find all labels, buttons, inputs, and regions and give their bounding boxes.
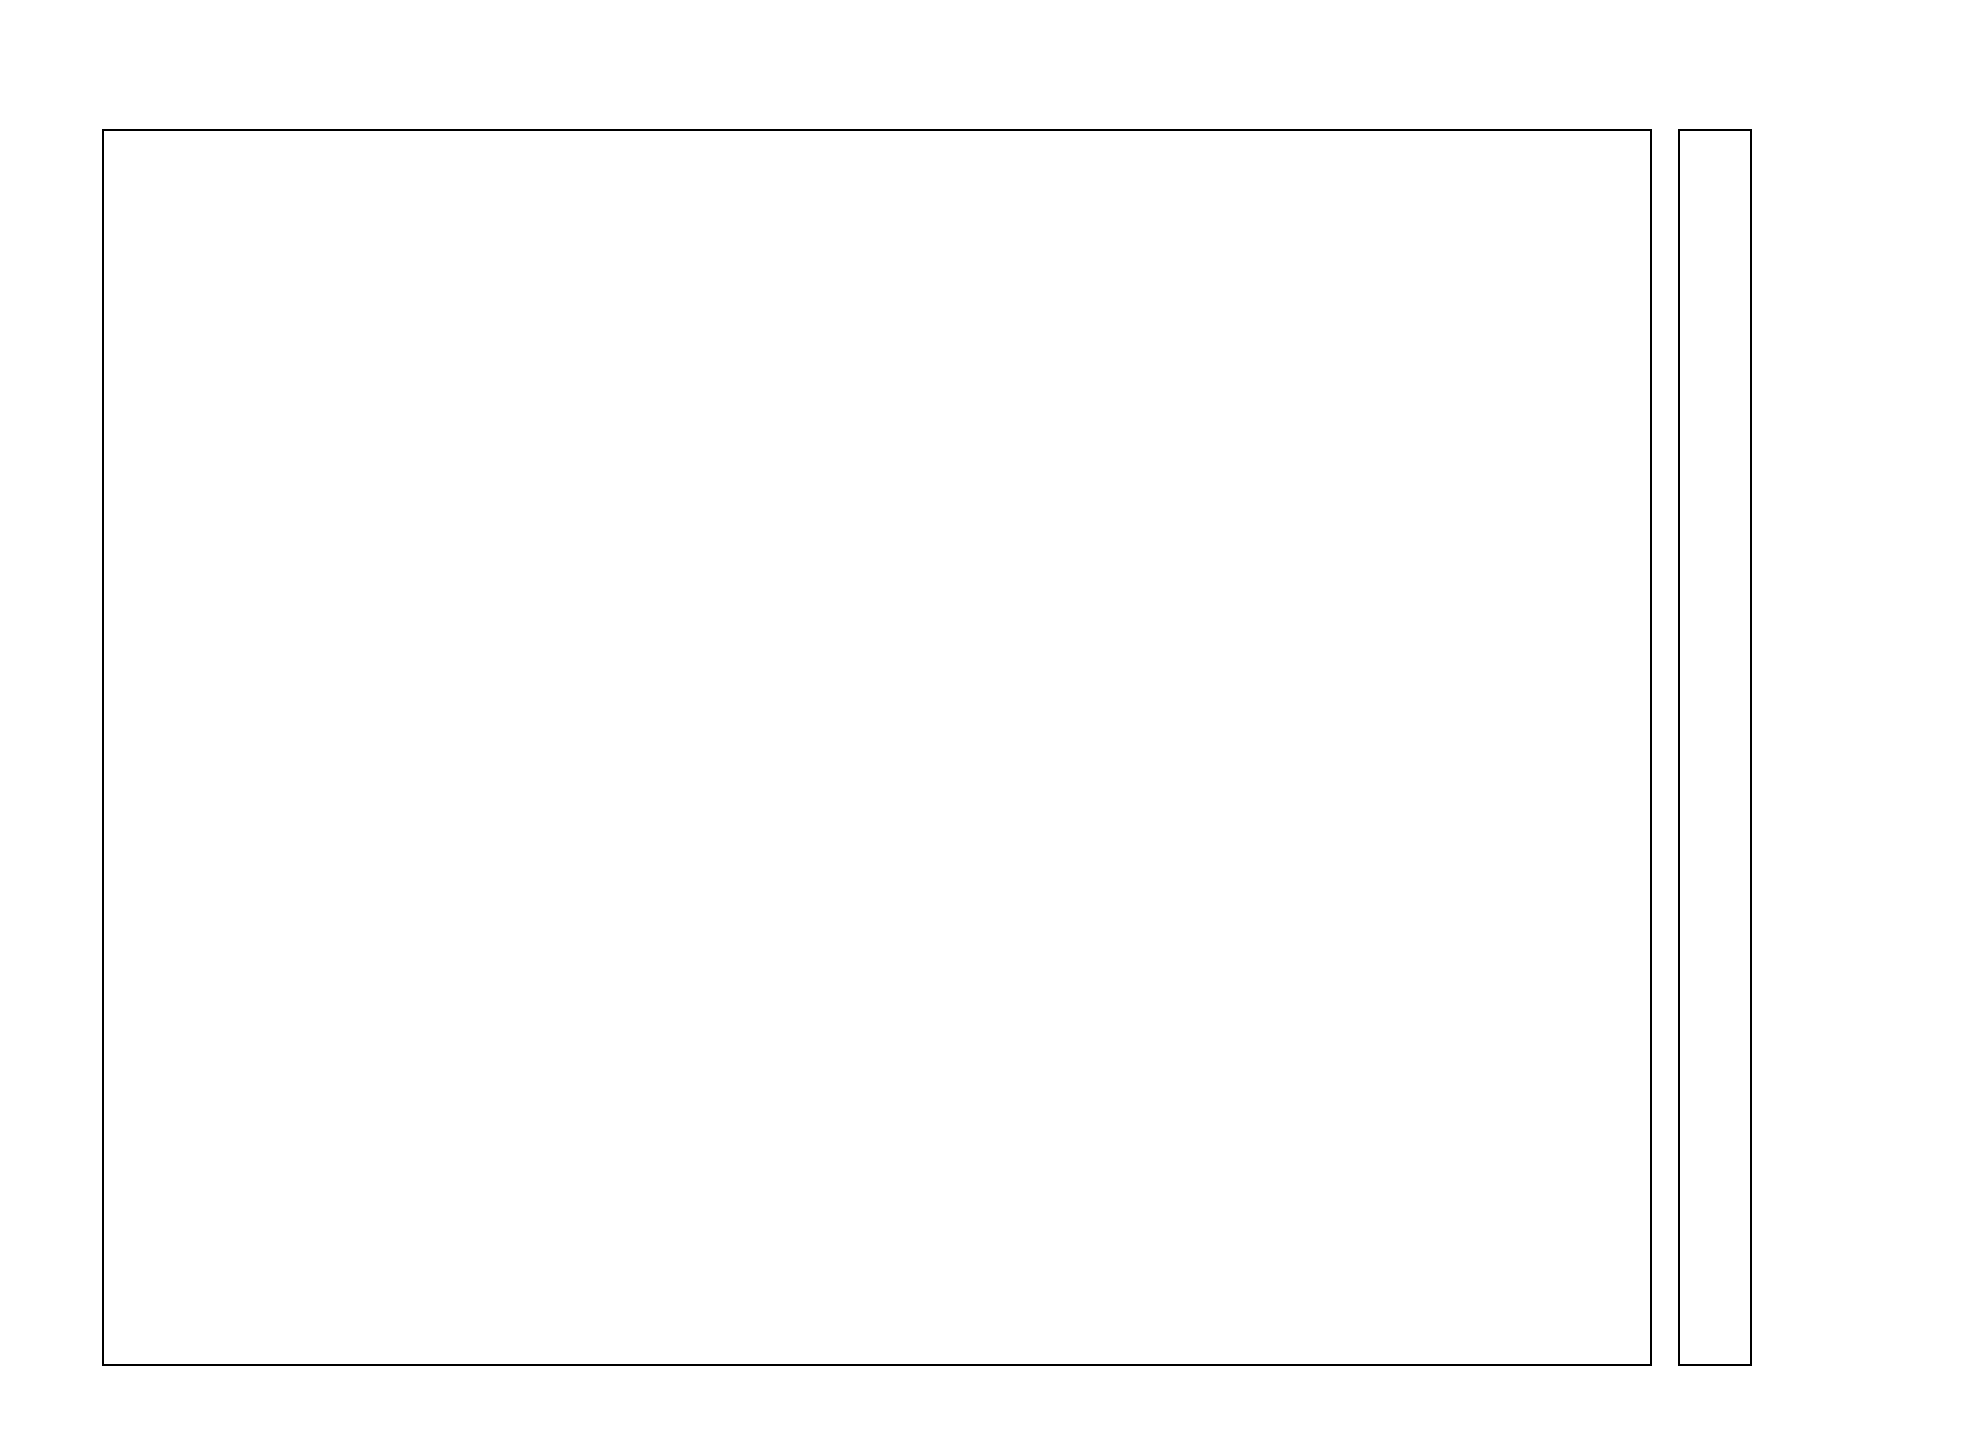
chart-subtitle — [104, 22, 1650, 58]
title-block — [104, 22, 1650, 58]
map-plot-area — [102, 129, 1652, 1366]
anomaly-field-canvas — [104, 131, 404, 281]
colorbar — [1678, 129, 1752, 1366]
